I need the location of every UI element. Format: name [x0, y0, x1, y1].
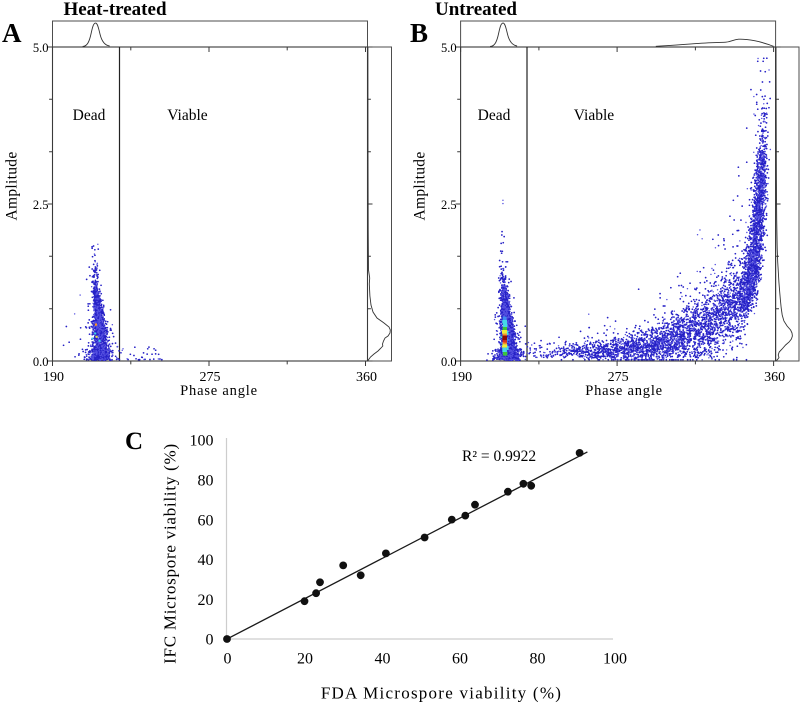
svg-text:360: 360: [764, 370, 785, 385]
svg-text:5.0: 5.0: [33, 41, 49, 55]
svg-text:190: 190: [451, 370, 472, 385]
svg-text:Amplitude: Amplitude: [4, 152, 21, 221]
svg-text:Dead: Dead: [73, 107, 106, 124]
svg-text:40: 40: [198, 552, 214, 569]
svg-text:Phase angle: Phase angle: [585, 383, 663, 399]
svg-text:2.5: 2.5: [33, 198, 49, 212]
svg-text:0.0: 0.0: [441, 355, 457, 369]
svg-text:A: A: [2, 18, 22, 48]
svg-text:100: 100: [603, 651, 627, 668]
svg-text:20: 20: [198, 592, 214, 609]
svg-text:Heat-treated: Heat-treated: [63, 0, 166, 20]
svg-text:60: 60: [452, 651, 468, 668]
svg-text:275: 275: [608, 370, 629, 385]
svg-text:40: 40: [375, 651, 391, 668]
svg-text:Phase angle: Phase angle: [180, 383, 258, 399]
svg-text:FDA Microspore viability (%): FDA Microspore viability (%): [321, 684, 562, 703]
svg-text:Dead: Dead: [478, 107, 511, 124]
svg-text:190: 190: [43, 370, 64, 385]
svg-text:Viable: Viable: [574, 107, 615, 124]
svg-text:Amplitude: Amplitude: [412, 152, 429, 221]
svg-text:0.0: 0.0: [33, 355, 49, 369]
svg-text:R² = 0.9922: R² = 0.9922: [462, 448, 536, 465]
svg-text:0: 0: [224, 651, 232, 668]
svg-text:80: 80: [198, 473, 214, 490]
svg-text:100: 100: [190, 433, 214, 450]
svg-text:IFC Microspore viability (%): IFC Microspore viability (%): [161, 443, 180, 664]
svg-text:0: 0: [206, 632, 214, 649]
svg-text:360: 360: [356, 370, 377, 385]
svg-text:C: C: [125, 428, 143, 455]
svg-text:80: 80: [530, 651, 546, 668]
svg-text:5.0: 5.0: [441, 41, 457, 55]
svg-text:60: 60: [198, 512, 214, 529]
svg-text:Viable: Viable: [167, 107, 208, 124]
svg-text:B: B: [410, 18, 428, 48]
svg-text:2.5: 2.5: [441, 198, 457, 212]
svg-text:20: 20: [297, 651, 313, 668]
svg-text:Untreated: Untreated: [435, 0, 517, 20]
svg-text:275: 275: [200, 370, 221, 385]
